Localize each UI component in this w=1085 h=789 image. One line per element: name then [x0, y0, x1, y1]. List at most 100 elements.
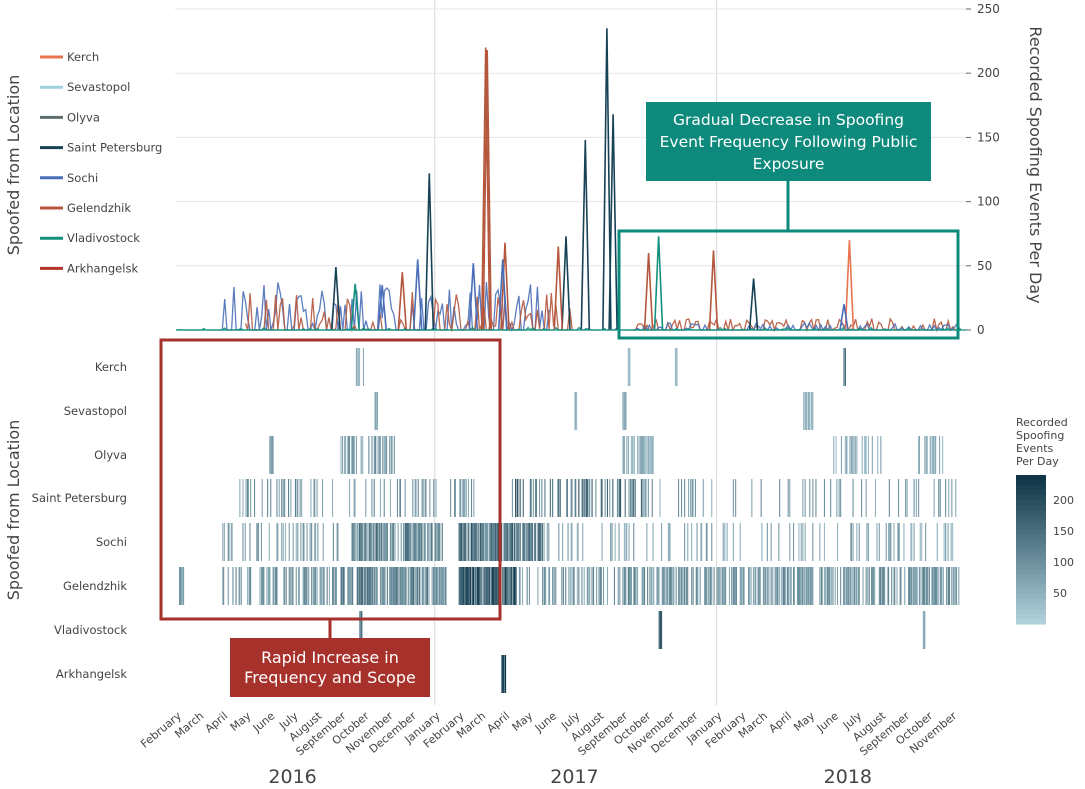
- heatmap-cell: [803, 567, 805, 605]
- heatmap-cell: [284, 479, 286, 517]
- heatmap-cell: [379, 567, 381, 605]
- heatmap-cell: [353, 436, 355, 474]
- heatmap-cell: [247, 479, 249, 517]
- heatmap-cell: [684, 479, 686, 517]
- heatmap-cell: [623, 567, 625, 605]
- heatmap-cell: [696, 567, 698, 605]
- heatmap-cell: [487, 567, 489, 605]
- heatmap-cell: [412, 567, 414, 605]
- heatmap-cell: [522, 479, 524, 517]
- heatmap-cell: [942, 436, 944, 474]
- colorbar-segment: [1016, 599, 1046, 605]
- heatmap-cell: [633, 479, 635, 517]
- heatmap-cell: [245, 479, 247, 517]
- heatmap-cell: [179, 567, 181, 605]
- heatmap-cell: [518, 567, 520, 605]
- heatmap-cell: [522, 523, 524, 561]
- heatmap-cell: [949, 567, 951, 605]
- heatmap-cell: [505, 523, 507, 561]
- heatmap-cell: [923, 611, 925, 649]
- heatmap-row-label: Gelendzhik: [63, 579, 127, 593]
- heatmap-cell: [390, 523, 392, 561]
- heatmap-cell: [438, 567, 440, 605]
- heatmap-cell: [460, 523, 462, 561]
- heatmap-cell: [678, 567, 680, 605]
- heatmap-cell: [811, 392, 813, 430]
- heatmap-cell: [459, 479, 461, 517]
- heatmap-cell: [649, 567, 651, 605]
- heatmap-cell: [837, 523, 839, 561]
- heatmap-cell: [403, 567, 405, 605]
- heatmap-cell: [676, 348, 678, 386]
- heatmap-cell: [800, 567, 802, 605]
- heatmap-cell: [643, 479, 645, 517]
- legend-label: Gelendzhik: [67, 201, 131, 215]
- heatmap-cell: [805, 567, 807, 605]
- spike-mark: [608, 114, 618, 331]
- y-tick-label: 0: [977, 323, 985, 337]
- heatmap-cell: [475, 567, 477, 605]
- heatmap-cell: [832, 567, 834, 605]
- heatmap-cell: [591, 479, 593, 517]
- heatmap-cell: [711, 523, 713, 561]
- heatmap-cell: [658, 567, 660, 605]
- heatmap-cell: [790, 567, 792, 605]
- colorbar-title: Recorded: [1016, 416, 1068, 429]
- heatmap-cell: [292, 567, 294, 605]
- heatmap-cell: [570, 523, 572, 561]
- heatmap-cell: [373, 436, 375, 474]
- heatmap-cell: [833, 436, 835, 474]
- heatmap-cell: [690, 479, 692, 517]
- heatmap-cell: [381, 567, 383, 605]
- heatmap-cell: [227, 523, 229, 561]
- heatmap-cell: [297, 479, 299, 517]
- heatmap-cell: [836, 479, 838, 517]
- heatmap-cell: [383, 436, 385, 474]
- heatmap-cell: [651, 436, 653, 474]
- heatmap-cell: [488, 567, 490, 605]
- heatmap-cell: [722, 523, 724, 561]
- heatmap-cell: [462, 523, 464, 561]
- heatmap-cell: [674, 348, 676, 386]
- heatmap-cell: [724, 523, 726, 561]
- heatmap-cell: [353, 523, 355, 561]
- heatmap-cell: [349, 567, 351, 605]
- heatmap-cell: [508, 523, 510, 561]
- heatmap-cell: [845, 436, 847, 474]
- heatmap-row-label: Vladivostock: [54, 623, 127, 637]
- colorbar-segment: [1016, 589, 1046, 595]
- heatmap-cell: [561, 567, 563, 605]
- heatmap-cell: [708, 567, 710, 605]
- heatmap-cell: [468, 567, 470, 605]
- heatmap-cell: [915, 479, 917, 517]
- heatmap-cell: [807, 567, 809, 605]
- heatmap-cell: [628, 567, 630, 605]
- heatmap-cell: [513, 523, 515, 561]
- heatmap-cell: [874, 479, 876, 517]
- heatmap-cell: [864, 436, 866, 474]
- legend-label: Kerch: [67, 50, 99, 64]
- heatmap-cell: [876, 523, 878, 561]
- heatmap-cell: [732, 479, 734, 517]
- heatmap-cell: [431, 523, 433, 561]
- heatmap-cell: [887, 567, 889, 605]
- spike-mark: [397, 272, 408, 331]
- heatmap-cell: [819, 567, 821, 605]
- heatmap-cell: [630, 567, 632, 605]
- heatmap-cell: [857, 567, 859, 605]
- heatmap-cell: [955, 479, 957, 517]
- heatmap-cell: [900, 567, 902, 605]
- colorbar-segment: [1016, 619, 1046, 625]
- rapid-increase-callout: Rapid Increase in Frequency and Scope: [230, 638, 430, 697]
- heatmap-cell: [263, 567, 265, 605]
- heatmap-cell: [332, 567, 334, 605]
- heatmap-cell: [254, 479, 256, 517]
- colorbar-segment: [1016, 529, 1046, 536]
- y-tick-label: 100: [977, 195, 1000, 209]
- heatmap-cell: [389, 436, 391, 474]
- heatmap-cell: [355, 436, 357, 474]
- heatmap-cell: [626, 523, 628, 561]
- heatmap-cell: [759, 567, 761, 605]
- heatmap-cell: [367, 523, 369, 561]
- heatmap-cell: [342, 567, 344, 605]
